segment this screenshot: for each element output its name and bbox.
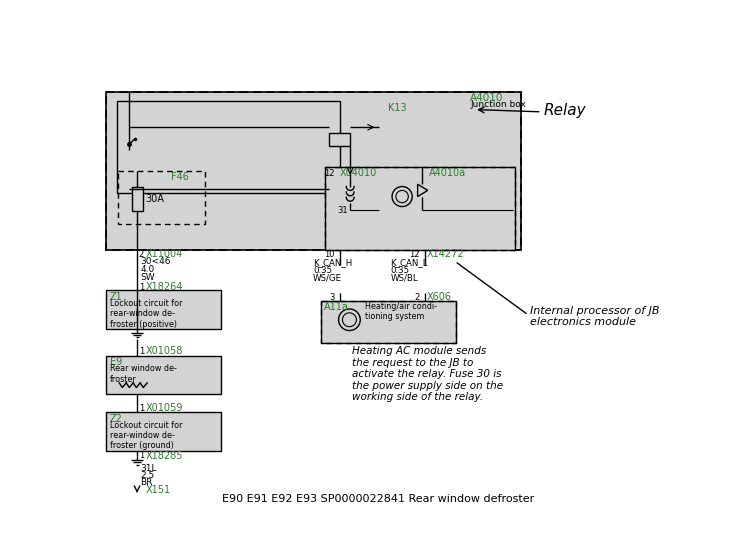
Text: 30<46: 30<46 — [140, 258, 171, 267]
Text: 10: 10 — [324, 250, 335, 259]
Text: 31: 31 — [337, 206, 348, 215]
Text: A4010: A4010 — [470, 92, 503, 102]
Text: BR: BR — [140, 478, 153, 487]
Text: X01058: X01058 — [146, 346, 183, 356]
Text: E9: E9 — [110, 357, 122, 367]
Bar — [118, 171, 204, 223]
Text: 1: 1 — [139, 347, 144, 356]
Bar — [117, 101, 340, 193]
Text: E90 E91 E92 E93 SP0000022841 Rear window defroster: E90 E91 E92 E93 SP0000022841 Rear window… — [222, 494, 534, 504]
Text: Heating AC module sends
the request to the JB to
activate the relay. Fuse 30 is
: Heating AC module sends the request to t… — [352, 346, 503, 402]
Text: SW: SW — [140, 273, 155, 282]
Text: 3: 3 — [329, 293, 335, 302]
Text: 1: 1 — [139, 404, 144, 413]
Text: K_CAN_H: K_CAN_H — [313, 258, 352, 267]
Bar — [324, 167, 514, 250]
Bar — [321, 301, 456, 343]
Text: Rear window de-
froster: Rear window de- froster — [110, 365, 177, 384]
Bar — [132, 186, 142, 211]
Circle shape — [338, 309, 360, 330]
Text: K13: K13 — [388, 102, 407, 113]
Text: 0.35: 0.35 — [391, 266, 410, 275]
Bar — [324, 167, 514, 250]
Text: Z2: Z2 — [110, 414, 123, 424]
Text: 4.0: 4.0 — [140, 265, 155, 274]
Text: F46: F46 — [171, 172, 189, 182]
Text: Z1: Z1 — [110, 292, 122, 302]
Text: Lockout circuit for
rear-window de-
froster (positive): Lockout circuit for rear-window de- fros… — [110, 299, 183, 329]
Text: 2: 2 — [139, 250, 144, 259]
Text: WS/BL: WS/BL — [391, 273, 418, 283]
Text: 12: 12 — [324, 169, 335, 178]
Bar — [106, 291, 221, 329]
Circle shape — [392, 186, 412, 207]
Text: X04010: X04010 — [339, 168, 377, 178]
Text: 0.35: 0.35 — [313, 266, 332, 275]
Text: 12: 12 — [410, 250, 420, 259]
Bar — [106, 92, 521, 250]
Text: A11a: A11a — [324, 302, 349, 312]
Text: WS/GE: WS/GE — [313, 273, 342, 283]
Text: X18285: X18285 — [146, 451, 183, 461]
Text: 1: 1 — [139, 451, 144, 460]
Bar — [106, 92, 521, 250]
Text: Relay: Relay — [543, 102, 586, 118]
Text: 2: 2 — [415, 293, 420, 302]
Text: X606: X606 — [427, 292, 452, 302]
Text: Junction box: Junction box — [470, 100, 526, 109]
Text: 1: 1 — [139, 283, 144, 292]
Text: X14272: X14272 — [427, 249, 464, 259]
Text: 2.5: 2.5 — [140, 470, 155, 480]
Text: K_CAN_L: K_CAN_L — [391, 258, 428, 267]
Text: X151: X151 — [146, 484, 171, 494]
Bar — [321, 301, 456, 343]
Bar — [106, 412, 221, 451]
Text: 30A: 30A — [145, 194, 164, 204]
Text: X18264: X18264 — [146, 282, 183, 292]
Bar — [329, 133, 350, 146]
Text: X11004: X11004 — [146, 249, 183, 259]
Text: Heating/air condi-
tioning system: Heating/air condi- tioning system — [365, 302, 437, 321]
Text: 31L: 31L — [140, 464, 157, 473]
Text: Lockout circuit for
rear-window de-
froster (ground): Lockout circuit for rear-window de- fros… — [110, 421, 183, 450]
Bar — [106, 356, 221, 394]
Text: A4010a: A4010a — [428, 168, 466, 178]
Text: Internal processor of JB
electronics module: Internal processor of JB electronics mod… — [530, 306, 660, 328]
Text: X01059: X01059 — [146, 403, 183, 413]
